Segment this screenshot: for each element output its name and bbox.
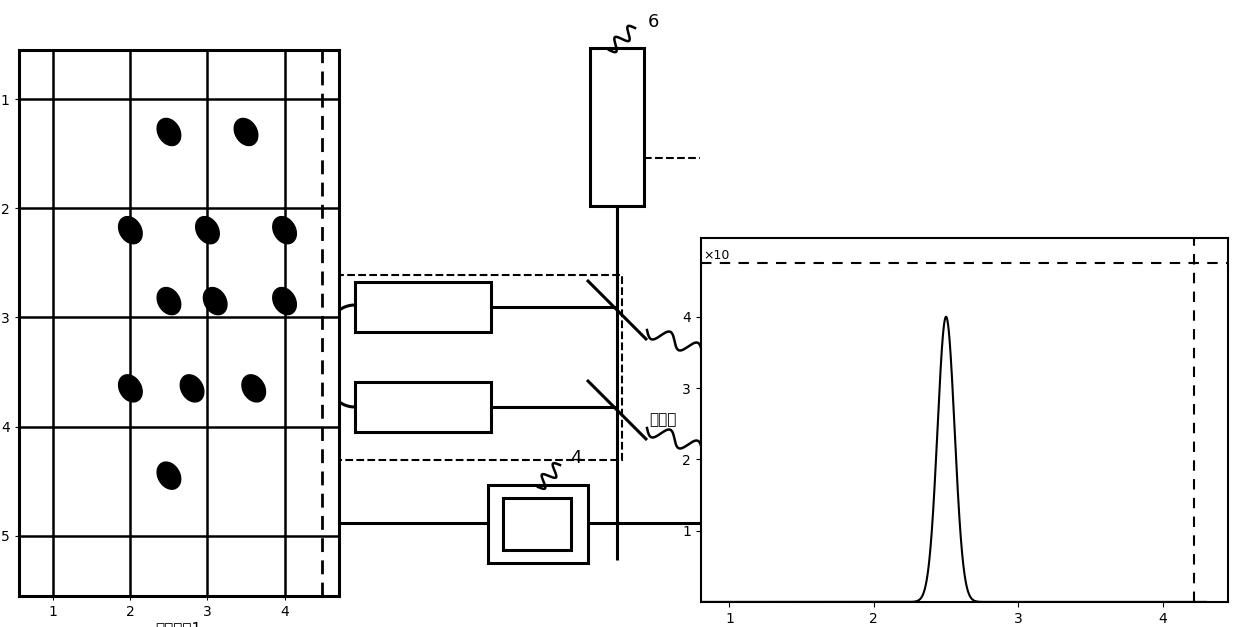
Bar <box>355 382 491 432</box>
Ellipse shape <box>273 288 296 315</box>
Text: 4: 4 <box>570 449 582 467</box>
Ellipse shape <box>119 375 143 402</box>
Ellipse shape <box>203 288 227 315</box>
Text: ×10: ×10 <box>703 249 730 262</box>
Ellipse shape <box>273 216 296 244</box>
Bar <box>503 498 570 550</box>
Bar <box>489 485 588 563</box>
Ellipse shape <box>119 216 143 244</box>
Bar <box>590 48 644 206</box>
Text: 6: 6 <box>649 13 660 31</box>
Ellipse shape <box>157 119 181 145</box>
Ellipse shape <box>234 119 258 145</box>
Ellipse shape <box>242 375 265 402</box>
Bar <box>110 490 229 550</box>
Ellipse shape <box>180 375 203 402</box>
Y-axis label: 采样数: 采样数 <box>649 413 677 428</box>
Text: 3: 3 <box>832 447 843 465</box>
X-axis label: 分类通道1: 分类通道1 <box>155 621 202 627</box>
Ellipse shape <box>157 462 181 489</box>
Text: 7: 7 <box>104 454 115 472</box>
Text: 8: 8 <box>706 442 717 460</box>
Ellipse shape <box>157 288 181 315</box>
Text: 5: 5 <box>284 243 296 261</box>
Ellipse shape <box>196 216 219 244</box>
Bar <box>291 275 622 460</box>
Bar <box>355 282 491 332</box>
Bar <box>740 487 905 565</box>
Text: 8: 8 <box>706 344 717 362</box>
